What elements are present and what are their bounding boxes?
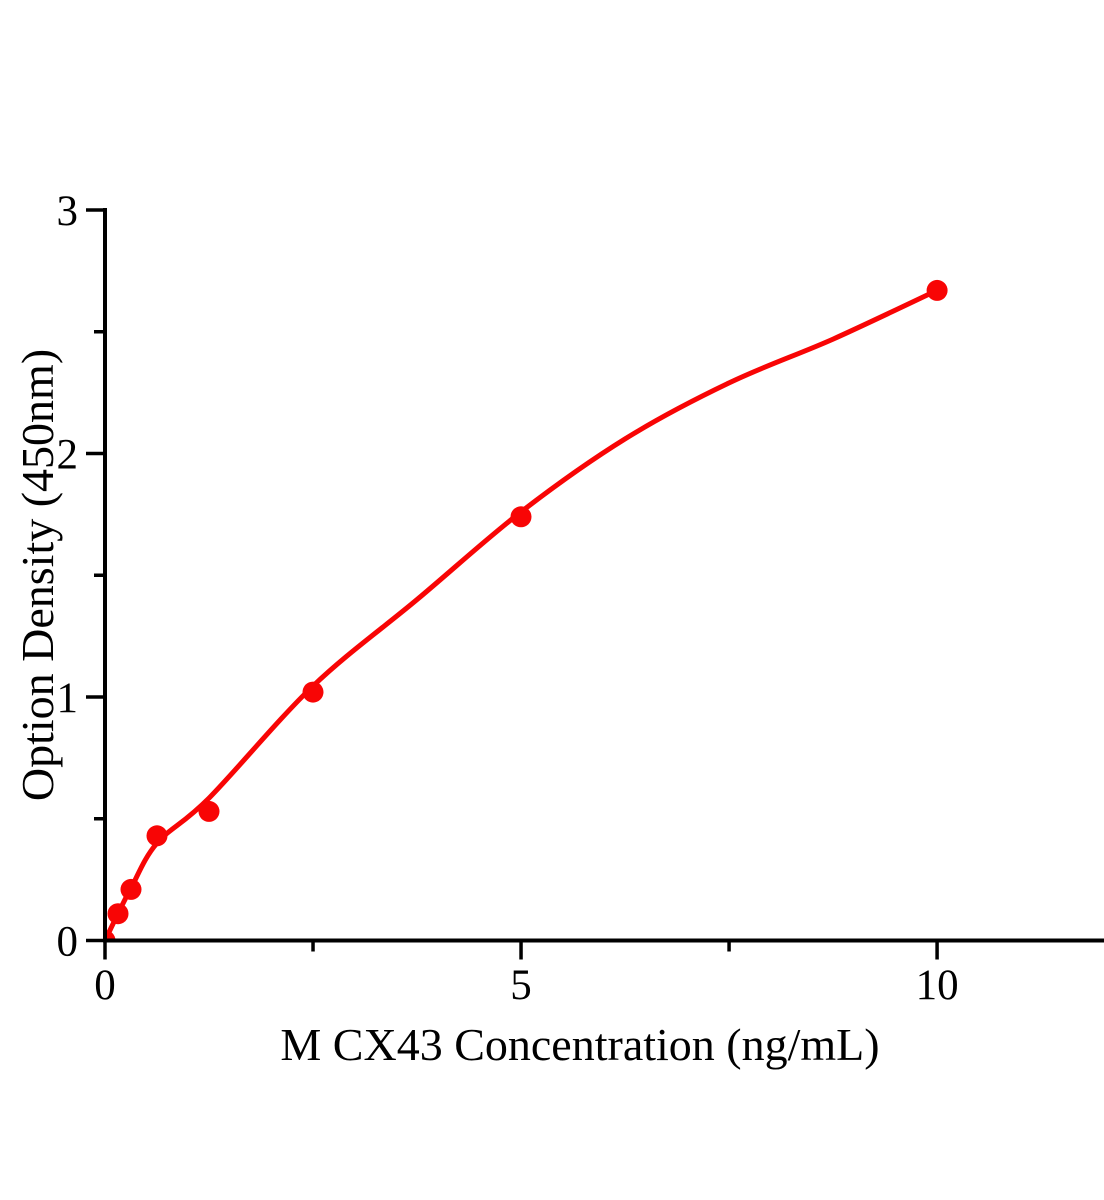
x-tick-label: 10 bbox=[916, 962, 959, 1009]
x-axis-title: M CX43 Concentration (ng/mL) bbox=[280, 1019, 880, 1070]
x-tick-label: 5 bbox=[510, 962, 532, 1009]
data-point bbox=[510, 506, 532, 528]
y-axis-title: Option Density (450nm) bbox=[12, 348, 63, 802]
y-tick-label: 1 bbox=[57, 675, 79, 722]
x-tick-label: 0 bbox=[94, 962, 116, 1009]
fit-curve bbox=[104, 287, 940, 941]
data-point bbox=[107, 903, 129, 925]
data-point bbox=[926, 279, 948, 301]
data-point bbox=[146, 825, 168, 847]
data-point bbox=[120, 878, 142, 900]
y-tick-label: 2 bbox=[57, 432, 79, 479]
data-point bbox=[302, 681, 324, 703]
y-tick-label: 0 bbox=[57, 919, 79, 966]
data-layer bbox=[104, 279, 948, 941]
data-point bbox=[198, 800, 220, 822]
y-tick-label: 3 bbox=[57, 188, 79, 235]
